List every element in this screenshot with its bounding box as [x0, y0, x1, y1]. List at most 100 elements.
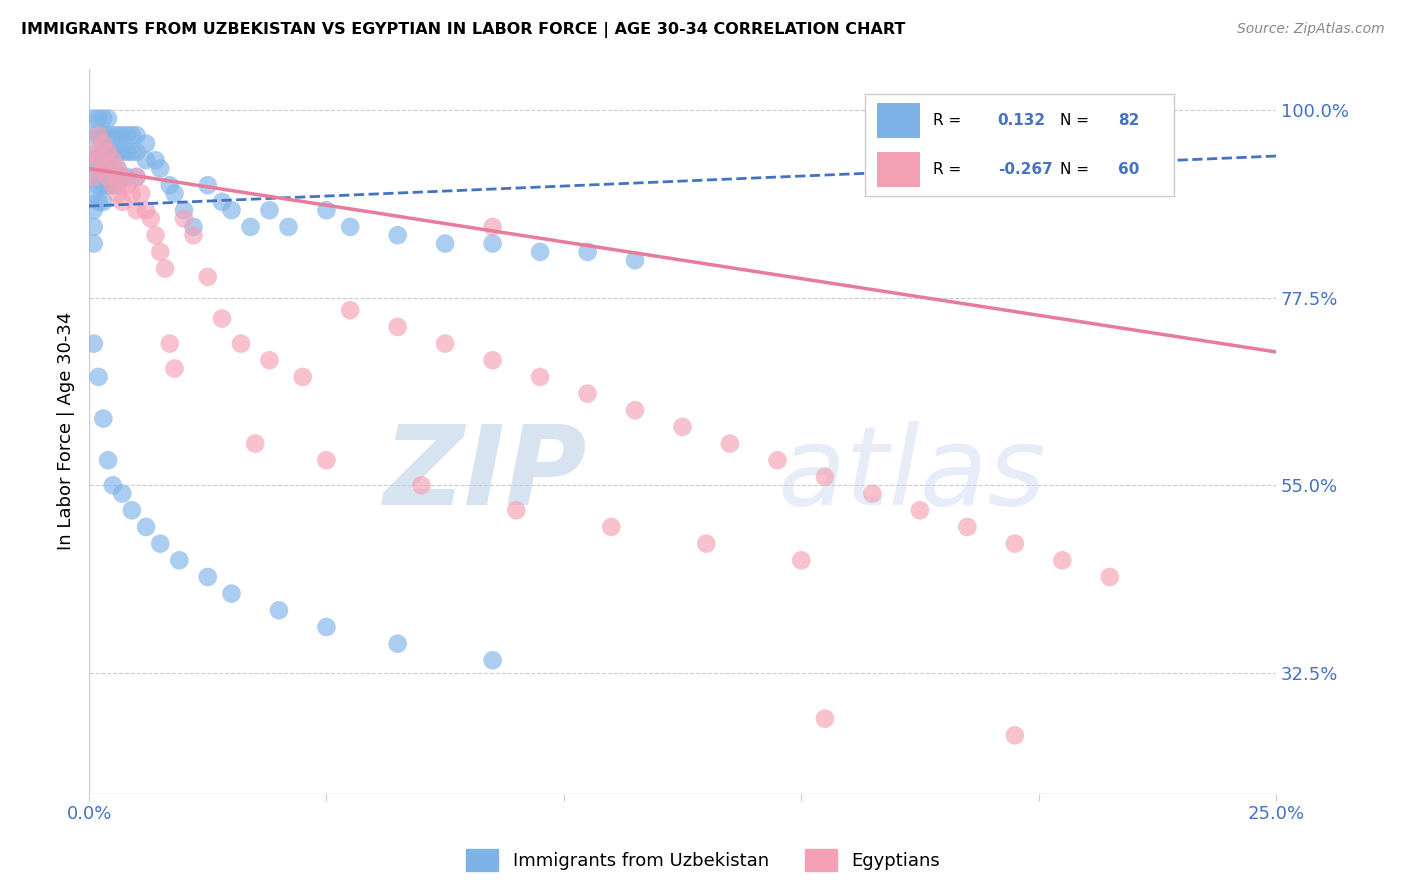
Text: 60: 60: [1118, 162, 1140, 178]
Point: [125, 128, 148, 143]
Point: [97, 169, 120, 184]
Point: [125, 169, 148, 184]
Point: [315, 453, 337, 467]
Point: [718, 436, 741, 450]
Point: [211, 194, 233, 209]
Point: [163, 361, 186, 376]
Point: [101, 178, 124, 193]
Point: [139, 211, 162, 226]
Point: [87, 128, 110, 143]
Point: [860, 486, 883, 500]
Point: [211, 311, 233, 326]
Point: [107, 145, 129, 159]
Point: [129, 186, 152, 201]
Point: [91, 112, 114, 126]
Point: [814, 470, 837, 484]
Point: [111, 128, 134, 143]
Text: ZIP: ZIP: [384, 421, 588, 528]
Point: [83, 153, 105, 168]
Point: [101, 478, 124, 492]
Point: [107, 178, 129, 193]
Point: [125, 203, 148, 218]
Point: [111, 169, 134, 184]
Point: [83, 169, 105, 184]
Point: [259, 203, 281, 218]
Point: [1004, 728, 1026, 742]
Point: [149, 161, 172, 176]
Text: N =: N =: [1060, 162, 1094, 178]
Point: [121, 128, 143, 143]
Point: [111, 194, 134, 209]
Point: [387, 319, 409, 334]
Point: [576, 386, 599, 401]
Point: [908, 503, 931, 517]
Point: [221, 587, 243, 601]
Point: [145, 228, 167, 243]
Point: [125, 169, 148, 184]
Point: [135, 203, 157, 218]
Point: [83, 336, 105, 351]
Text: 0.132: 0.132: [998, 112, 1046, 128]
Point: [91, 136, 114, 151]
Point: [97, 145, 120, 159]
Point: [790, 553, 813, 567]
Point: [434, 336, 457, 351]
Text: R =: R =: [932, 112, 966, 128]
Point: [87, 161, 110, 176]
Point: [197, 269, 219, 284]
Point: [529, 370, 551, 384]
Point: [245, 436, 267, 450]
Point: [149, 536, 172, 550]
Point: [91, 178, 114, 193]
Point: [125, 145, 148, 159]
Text: N =: N =: [1060, 112, 1094, 128]
Point: [671, 420, 693, 434]
Point: [87, 128, 110, 143]
Point: [149, 244, 172, 259]
Point: [956, 520, 979, 534]
Point: [411, 478, 433, 492]
Point: [600, 520, 623, 534]
Point: [121, 145, 143, 159]
Point: [315, 620, 337, 634]
Point: [135, 520, 157, 534]
Point: [229, 336, 252, 351]
Point: [315, 203, 337, 218]
Point: [87, 145, 110, 159]
Point: [115, 145, 138, 159]
Point: [83, 219, 105, 234]
Point: [159, 336, 181, 351]
Point: [83, 145, 105, 159]
Point: [163, 186, 186, 201]
Y-axis label: In Labor Force | Age 30-34: In Labor Force | Age 30-34: [58, 312, 75, 550]
Point: [115, 178, 138, 193]
Text: R =: R =: [932, 162, 966, 178]
Point: [434, 236, 457, 251]
Point: [97, 128, 120, 143]
Point: [111, 486, 134, 500]
Point: [1004, 536, 1026, 550]
Point: [766, 453, 789, 467]
Point: [481, 653, 503, 667]
Point: [339, 303, 361, 318]
Point: [87, 194, 110, 209]
Text: 82: 82: [1118, 112, 1140, 128]
Point: [107, 161, 129, 176]
Point: [481, 219, 503, 234]
Point: [87, 370, 110, 384]
Text: Source: ZipAtlas.com: Source: ZipAtlas.com: [1237, 22, 1385, 37]
Point: [115, 169, 138, 184]
Point: [107, 161, 129, 176]
Point: [291, 370, 314, 384]
Point: [87, 153, 110, 168]
Point: [1052, 553, 1074, 567]
Point: [1098, 570, 1121, 584]
Point: [83, 112, 105, 126]
Point: [83, 169, 105, 184]
Point: [91, 161, 114, 176]
Point: [135, 136, 157, 151]
Point: [83, 128, 105, 143]
Point: [624, 403, 647, 417]
Bar: [877, 153, 921, 187]
Point: [111, 169, 134, 184]
